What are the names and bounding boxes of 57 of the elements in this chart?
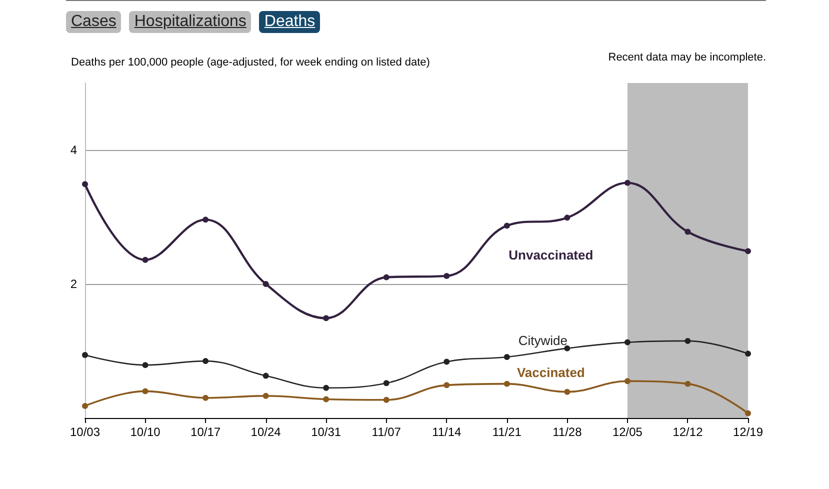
- point: [504, 222, 510, 229]
- point: [323, 396, 330, 402]
- point: [745, 350, 751, 357]
- point: [564, 214, 570, 221]
- series-label: Vaccinated: [516, 364, 585, 380]
- series-label: Citywide: [518, 333, 568, 348]
- point: [202, 216, 209, 223]
- point: [444, 358, 450, 365]
- point: [202, 394, 209, 401]
- y-tick-label: 4: [70, 143, 78, 157]
- point: [323, 384, 330, 391]
- point: [624, 339, 630, 346]
- point: [383, 274, 390, 280]
- y-axis-title: Deaths per 100,000 people (age-adjusted, for week ending on listed date): [71, 56, 430, 68]
- point: [383, 396, 390, 403]
- x-tick-label: 12/19: [732, 425, 764, 439]
- text: Cases: [66, 11, 122, 33]
- point: [383, 380, 390, 386]
- y-tick-label: 2: [70, 277, 78, 291]
- point: [82, 402, 88, 409]
- point: [504, 380, 510, 387]
- point: [82, 181, 88, 188]
- point: [323, 315, 330, 322]
- point: [504, 354, 510, 360]
- point: [745, 410, 751, 416]
- point: [142, 256, 148, 263]
- point: [745, 248, 751, 254]
- text: Hospitalizations: [129, 11, 252, 33]
- point: [624, 180, 630, 186]
- x-tick-label: 10/03: [70, 425, 100, 439]
- x-tick-label: 10/17: [190, 425, 221, 439]
- x-tick-label: 11/21: [492, 425, 522, 439]
- x-tick-label: 11/28: [552, 425, 582, 439]
- point: [262, 372, 269, 379]
- x-tick-label: 10/10: [130, 425, 161, 439]
- point: [444, 272, 450, 279]
- x-tick-label: 12/05: [612, 425, 643, 439]
- text: Deaths: [259, 11, 320, 33]
- band-label: Recent data may be incomplete.: [608, 52, 766, 64]
- point: [202, 358, 209, 364]
- point: [684, 380, 691, 387]
- x-tick-label: 11/14: [432, 425, 462, 439]
- point: [684, 228, 691, 235]
- point: [262, 281, 269, 287]
- x-tick-label: 10/31: [311, 425, 342, 439]
- point: [624, 378, 630, 384]
- point: [142, 362, 148, 368]
- x-tick-label: 10/24: [250, 425, 282, 439]
- point: [82, 352, 88, 358]
- point: [564, 388, 570, 395]
- point: [444, 382, 450, 388]
- point: [142, 388, 148, 394]
- point: [684, 338, 691, 344]
- x-tick-label: 12/12: [672, 425, 704, 439]
- x-tick-label: 11/07: [372, 425, 402, 439]
- series-label: Unvaccinated: [508, 248, 594, 263]
- point: [262, 392, 269, 399]
